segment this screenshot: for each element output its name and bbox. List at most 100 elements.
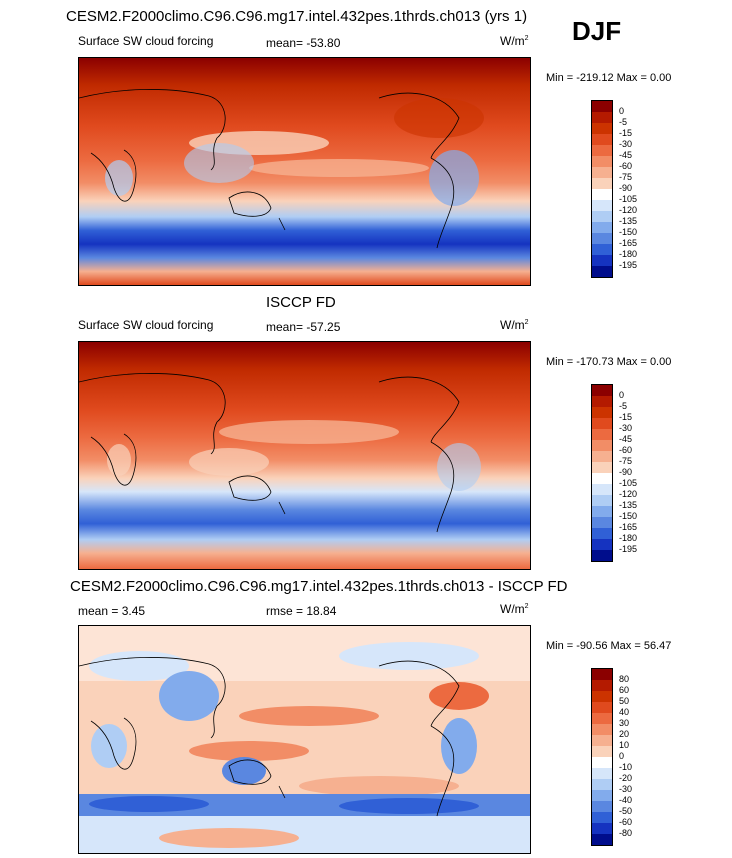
panel-3-colorbar-swatch — [592, 801, 612, 812]
panel-1-title: CESM2.F2000climo.C96.C96.mg17.intel.432p… — [66, 8, 528, 25]
panel-1-colorbar-tick: -105 — [619, 194, 638, 204]
panel-3-colorbar-tick: 30 — [619, 718, 630, 728]
panel-3-colorbar-swatch — [592, 746, 612, 757]
panel-1-colorbar-swatch — [592, 123, 612, 134]
panel-1-mean: mean= -53.80 — [266, 36, 341, 50]
season-label: DJF — [572, 16, 622, 46]
panel-1-colorbar-swatch — [592, 156, 612, 167]
panel-2-subtitle: Surface SW cloud forcing — [78, 318, 214, 332]
panel-2-colorbar-tick: -180 — [619, 533, 638, 543]
panel-2-colorbar-swatch — [592, 528, 612, 539]
panel-1-colorbar-tick: -165 — [619, 238, 638, 248]
panel-2-colorbar-tick: -90 — [619, 467, 633, 477]
panel-1-colorbar-tick: -60 — [619, 161, 633, 171]
panel-3-minmax: Min = -90.56 Max = 56.47 — [546, 640, 672, 652]
panel-3-colorbar-tick: -30 — [619, 784, 633, 794]
panel-1-colorbar-swatch — [592, 178, 612, 189]
panel-3-colorbar-tick: -80 — [619, 828, 633, 838]
panel-2-colorbar-swatch — [592, 440, 612, 451]
panel-1-map — [78, 57, 531, 286]
panel-1-colorbar-swatch — [592, 167, 612, 178]
panel-1-colorbar-tick: 0 — [619, 106, 625, 116]
panel-1-colorbar-tick: -45 — [619, 150, 633, 160]
panel-3-colorbar-tick: -60 — [619, 817, 633, 827]
panel-2-colorbar-tick: -165 — [619, 522, 638, 532]
panel-3-colorbar-tick: 10 — [619, 740, 630, 750]
panel-2-colorbar-swatch — [592, 539, 612, 550]
panel-3-colorbar-tick: -40 — [619, 795, 633, 805]
panel-2-colorbar-swatches — [591, 384, 613, 562]
panel-2-colorbar-swatch — [592, 462, 612, 473]
panel-1-units: W/m2 — [500, 34, 529, 48]
panel-3-rmse: rmse = 18.84 — [266, 604, 337, 618]
panel-3-colorbar-tick: -50 — [619, 806, 633, 816]
panel-3-colorbar-swatches — [591, 668, 613, 846]
panel-3-colorbar-tick: 0 — [619, 751, 625, 761]
panel-2-colorbar-swatch — [592, 473, 612, 484]
panel-1-colorbar-swatch — [592, 244, 612, 255]
panel-2-colorbar-tick: 0 — [619, 390, 625, 400]
panel-2-colorbar-tick: -45 — [619, 434, 633, 444]
panel-1-colorbar-tick: -150 — [619, 227, 638, 237]
panel-2-colorbar-swatch — [592, 385, 612, 396]
panel-2-mean: mean= -57.25 — [266, 320, 341, 334]
panel-2-colorbar-swatch — [592, 550, 612, 561]
panel-1-colorbar-tick: -75 — [619, 172, 633, 182]
panel-3-colorbar-tick: 60 — [619, 685, 630, 695]
panel-2-colorbar-tick: -105 — [619, 478, 638, 488]
panel-3-mean: mean = 3.45 — [78, 604, 146, 618]
panel-2-title: ISCCP FD — [266, 294, 336, 311]
panel-3-colorbar-tick: -10 — [619, 762, 633, 772]
panel-2-map-svg — [79, 342, 530, 569]
panel-3-colorbar-tick: 80 — [619, 674, 630, 684]
panel-1-colorbar-swatch — [592, 134, 612, 145]
panel-1-colorbar-swatch — [592, 101, 612, 112]
panel-3-colorbar-swatch — [592, 724, 612, 735]
panel-3-map — [78, 625, 531, 854]
panel-3-colorbar-swatch — [592, 757, 612, 768]
panel-1-colorbar-tick: -90 — [619, 183, 633, 193]
panel-3-colorbar-swatch — [592, 812, 612, 823]
panel-1-subtitle: Surface SW cloud forcing — [78, 34, 214, 48]
panel-1-colorbar-swatches — [591, 100, 613, 278]
panel-1-colorbar-swatch — [592, 189, 612, 200]
panel-2-minmax: Min = -170.73 Max = 0.00 — [546, 356, 672, 368]
panel-1-colorbar-swatch — [592, 211, 612, 222]
panel-2-colorbar-tick: -5 — [619, 401, 628, 411]
panel-1-map-svg — [79, 58, 530, 285]
panel-1-colorbar-swatch — [592, 266, 612, 277]
panel-2-colorbar-swatch — [592, 495, 612, 506]
panel-2-colorbar-swatch — [592, 506, 612, 517]
panel-3-colorbar-swatch — [592, 669, 612, 680]
panel-2-colorbar-tick: -60 — [619, 445, 633, 455]
panel-3-colorbar-swatch — [592, 768, 612, 779]
panel-1-colorbar-swatch — [592, 222, 612, 233]
panel-1-minmax: Min = -219.12 Max = 0.00 — [546, 72, 672, 84]
panel-1-colorbar-swatch — [592, 200, 612, 211]
panel-2-colorbar-swatch — [592, 407, 612, 418]
panel-2-colorbar-tick: -15 — [619, 412, 633, 422]
panel-2-colorbar-tick: -150 — [619, 511, 638, 521]
panel-3-colorbar-swatch — [592, 735, 612, 746]
panel-3-title: CESM2.F2000climo.C96.C96.mg17.intel.432p… — [70, 578, 568, 595]
panel-1-colorbar-tick: -135 — [619, 216, 638, 226]
panel-2-colorbar-swatch — [592, 484, 612, 495]
panel-1-colorbar-tick: -195 — [619, 260, 638, 270]
panel-2-units: W/m2 — [500, 318, 529, 332]
panel-3-colorbar-tick: 40 — [619, 707, 630, 717]
panel-2-colorbar-swatch — [592, 429, 612, 440]
panel-3-map-svg — [79, 626, 530, 853]
panel-1-colorbar-tick: -120 — [619, 205, 638, 215]
panel-3-colorbar-swatch — [592, 680, 612, 691]
panel-3-colorbar-swatch — [592, 713, 612, 724]
panel-2-colorbar-tick: -195 — [619, 544, 638, 554]
panel-1-colorbar-tick: -15 — [619, 128, 633, 138]
panel-3-colorbar-tick: -20 — [619, 773, 633, 783]
panel-3-colorbar-swatch — [592, 691, 612, 702]
panel-2-colorbar-tick: -30 — [619, 423, 633, 433]
panel-1-colorbar-swatch — [592, 255, 612, 266]
panel-2-colorbar-tick: -135 — [619, 500, 638, 510]
panel-1-colorbar-tick: -180 — [619, 249, 638, 259]
panel-2-colorbar-swatch — [592, 451, 612, 462]
panel-3-colorbar-swatch — [592, 779, 612, 790]
